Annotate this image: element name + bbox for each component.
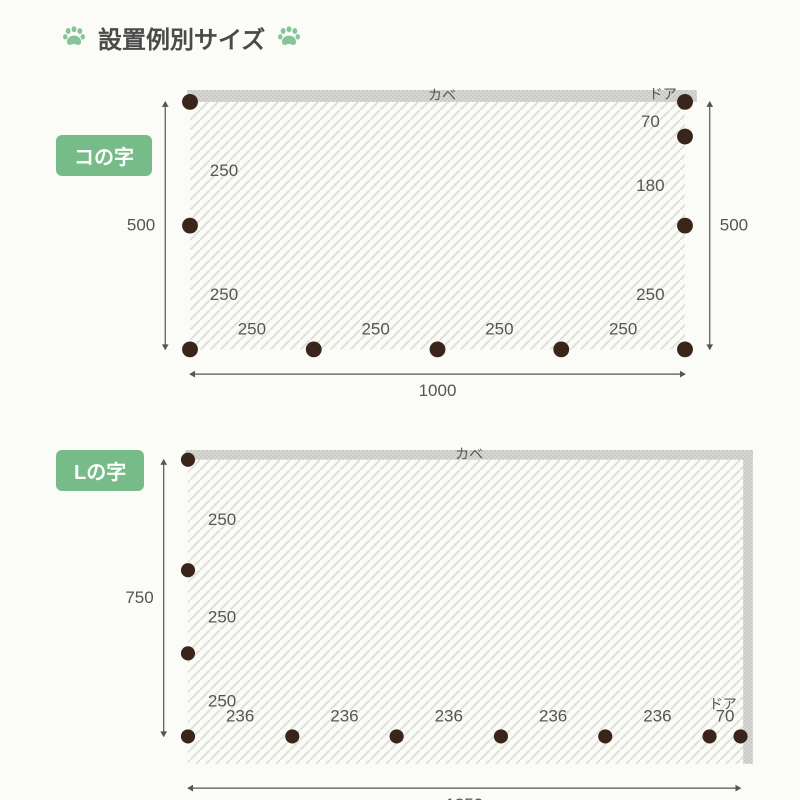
svg-text:250: 250	[210, 161, 238, 180]
svg-text:500: 500	[720, 216, 748, 235]
svg-text:1000: 1000	[419, 381, 457, 400]
svg-text:カベ: カベ	[428, 87, 456, 103]
svg-text:カベ: カベ	[455, 446, 483, 462]
svg-text:236: 236	[643, 706, 671, 725]
diagrams-svg: カベ25025025025025025070180250ドア5005001000…	[0, 0, 800, 800]
svg-text:236: 236	[226, 706, 254, 725]
svg-text:250: 250	[636, 285, 664, 304]
svg-text:250: 250	[208, 607, 236, 626]
svg-text:250: 250	[208, 510, 236, 529]
svg-text:750: 750	[125, 588, 153, 607]
svg-text:250: 250	[361, 320, 389, 339]
svg-text:500: 500	[127, 216, 155, 235]
svg-text:ドア: ドア	[709, 696, 737, 712]
svg-text:236: 236	[330, 706, 358, 725]
svg-text:236: 236	[435, 706, 463, 725]
svg-text:250: 250	[238, 320, 266, 339]
svg-text:236: 236	[539, 706, 567, 725]
svg-text:250: 250	[609, 320, 637, 339]
svg-text:ドア: ドア	[649, 86, 677, 102]
svg-text:70: 70	[641, 112, 660, 131]
svg-text:250: 250	[210, 285, 238, 304]
svg-text:250: 250	[485, 320, 513, 339]
svg-text:1250: 1250	[445, 795, 483, 800]
svg-text:180: 180	[636, 176, 664, 195]
